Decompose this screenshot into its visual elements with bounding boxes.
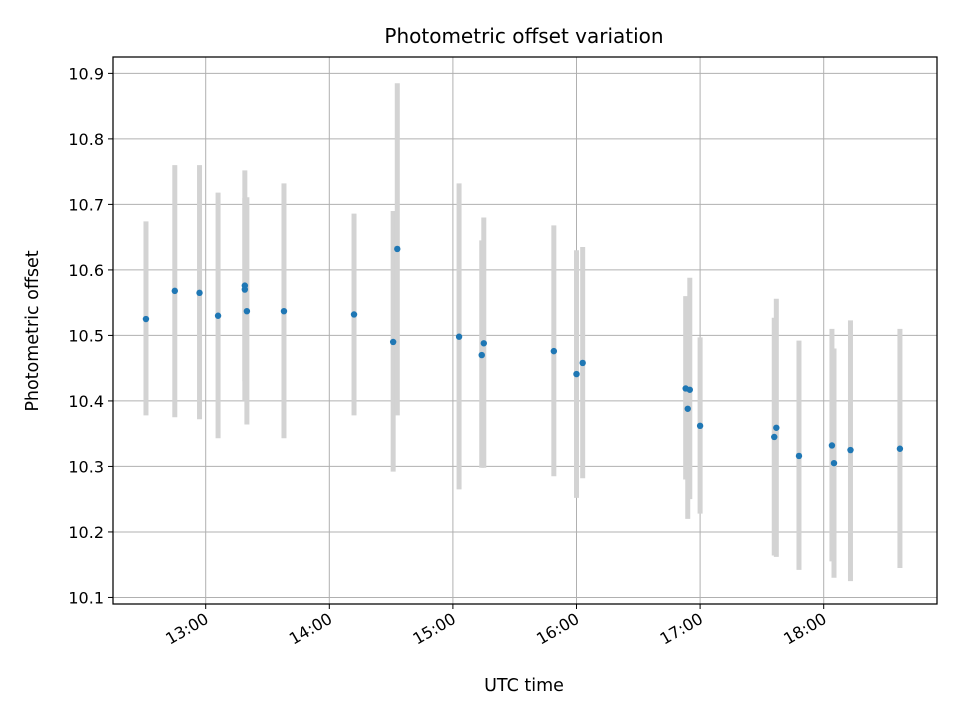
- y-tick-label: 10.1: [68, 588, 104, 607]
- data-point: [389, 338, 397, 346]
- data-point: [896, 445, 904, 452]
- data-point: [171, 287, 178, 295]
- y-axis-ticks: 10.1 10.2 10.3 10.4 10.5 10.6 10.7 10.8 10.9: [68, 64, 113, 607]
- data-point: [478, 351, 485, 359]
- x-axis-label: UTC time: [484, 676, 564, 696]
- data-point: [686, 386, 693, 393]
- data-point: [196, 289, 203, 297]
- y-tick-label: 10.3: [68, 457, 104, 476]
- data-point: [394, 245, 401, 253]
- data-point: [241, 286, 249, 293]
- data-point: [773, 424, 780, 431]
- data-point: [579, 359, 586, 367]
- data-point: [214, 312, 222, 319]
- data-point: [350, 311, 358, 318]
- y-tick-label: 10.9: [68, 64, 104, 83]
- chart-title: Photometric offset variation: [384, 24, 663, 48]
- data-point: [795, 452, 803, 460]
- data-point: [830, 459, 838, 467]
- plot-frame: [112, 56, 938, 605]
- data-point: [480, 340, 487, 347]
- y-tick-label: 10.4: [68, 392, 104, 411]
- data-point: [280, 307, 288, 315]
- data-points: [142, 245, 904, 467]
- data-point: [455, 333, 463, 340]
- y-tick-label: 10.5: [68, 326, 104, 345]
- y-axis-label: Photometric offset: [23, 250, 43, 411]
- data-point: [828, 442, 836, 449]
- data-point: [696, 422, 704, 430]
- y-tick-label: 10.8: [68, 130, 104, 149]
- data-point: [550, 347, 558, 355]
- data-point: [573, 370, 580, 378]
- y-tick-label: 10.6: [68, 261, 104, 280]
- y-tick-label: 10.2: [68, 523, 104, 542]
- data-point: [142, 315, 150, 323]
- data-point: [684, 405, 691, 412]
- y-tick-label: 10.7: [68, 195, 104, 214]
- data-point: [847, 446, 854, 454]
- data-point: [771, 433, 778, 441]
- data-point: [243, 307, 251, 315]
